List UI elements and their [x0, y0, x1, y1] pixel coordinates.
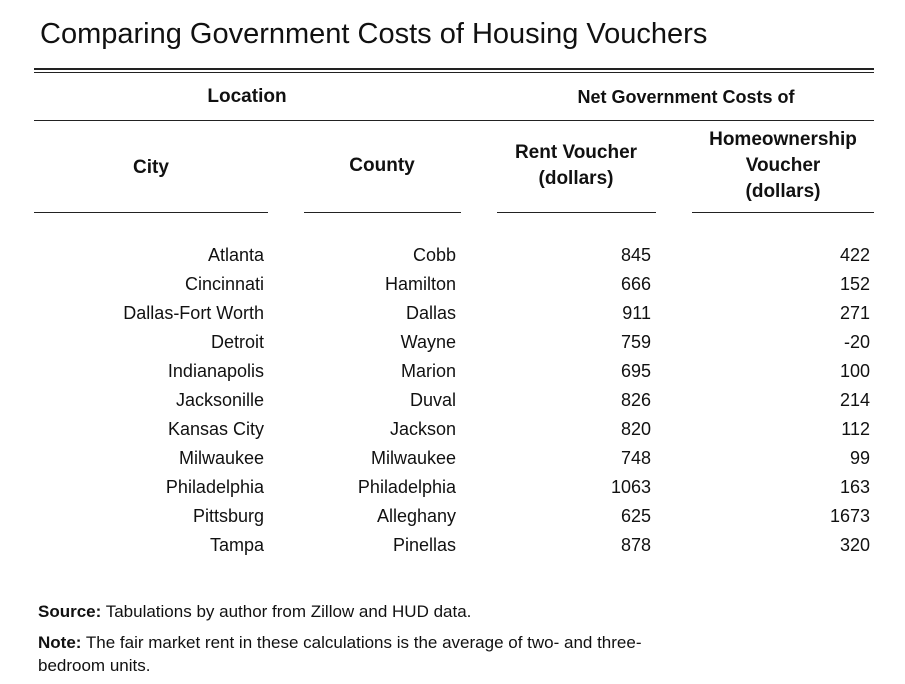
- page-title: Comparing Government Costs of Housing Vo…: [40, 18, 708, 50]
- county-column-header: County: [349, 155, 415, 176]
- city-column-header: City: [133, 157, 169, 178]
- city-cell: Cincinnati: [184, 274, 264, 294]
- city-header-underline: [34, 212, 268, 213]
- top-rule: [34, 68, 874, 70]
- top-rule-secondary: [34, 72, 874, 73]
- city-cell: Kansas City: [167, 419, 264, 439]
- county-cell: Pinellas: [392, 535, 456, 555]
- rent-header-underline: [497, 212, 656, 213]
- city-cell: Pittsburg: [192, 506, 264, 526]
- homeownership-voucher-cell: 112: [841, 419, 870, 439]
- county-header-underline: [304, 212, 461, 213]
- homeownership-voucher-column-header: Homeownership Voucher (dollars): [683, 127, 883, 205]
- homeownership-voucher-cell: 163: [839, 477, 870, 497]
- note-text: The fair market rent in these calculatio…: [38, 633, 642, 675]
- rent-voucher-cell: 759: [620, 332, 651, 352]
- table-row: Dallas-Fort Worth Dallas 911 271: [0, 301, 905, 330]
- table-row: Pittsburg Alleghany 625 1673: [0, 504, 905, 533]
- homeownership-voucher-cell: 320: [839, 535, 870, 555]
- group-header-rule: [34, 120, 874, 121]
- homeownership-voucher-cell: 271: [839, 303, 870, 323]
- table-row: Kansas City Jackson 820 112: [0, 417, 905, 446]
- county-cell: Hamilton: [384, 274, 456, 294]
- rent-voucher-cell: 695: [620, 361, 651, 381]
- homeownership-voucher-cell: 100: [839, 361, 870, 381]
- county-cell: Marion: [400, 361, 456, 381]
- homeownership-voucher-cell: 99: [849, 448, 870, 468]
- table-row: Atlanta Cobb 845 422: [0, 243, 905, 272]
- note-label: Note:: [38, 633, 82, 652]
- city-cell: Dallas-Fort Worth: [123, 303, 264, 323]
- city-cell: Detroit: [210, 332, 264, 352]
- homeownership-voucher-cell: 422: [839, 245, 870, 265]
- table-row: Philadelphia Philadelphia 1063 163: [0, 475, 905, 504]
- city-cell: Philadelphia: [165, 477, 264, 497]
- city-cell: Indianapolis: [167, 361, 264, 381]
- source-note: Source: Tabulations by author from Zillo…: [38, 600, 698, 623]
- rent-voucher-cell: 826: [620, 390, 651, 410]
- rent-voucher-cell: 666: [620, 274, 651, 294]
- rent-voucher-header-line1: Rent Voucher: [514, 142, 638, 163]
- city-cell: Atlanta: [207, 245, 264, 265]
- table-row: Detroit Wayne 759 -20: [0, 330, 905, 359]
- city-cell: Tampa: [209, 535, 264, 555]
- net-costs-group-header: Net Government Costs of: [577, 87, 795, 107]
- rent-voucher-cell: 820: [620, 419, 651, 439]
- footnote: Note: The fair market rent in these calc…: [38, 631, 698, 677]
- home-voucher-header-line1: Homeownership: [709, 129, 857, 150]
- county-cell: Wayne: [400, 332, 456, 352]
- county-cell: Duval: [409, 390, 456, 410]
- homeownership-voucher-cell: 1673: [829, 506, 870, 526]
- county-cell: Alleghany: [376, 506, 456, 526]
- rent-voucher-cell: 748: [620, 448, 651, 468]
- rent-voucher-cell: 845: [620, 245, 651, 265]
- table-row: Cincinnati Hamilton 666 152: [0, 272, 905, 301]
- city-cell: Jacksonille: [175, 390, 264, 410]
- county-cell: Dallas: [405, 303, 456, 323]
- location-group-header: Location: [207, 86, 287, 107]
- home-voucher-header-line2: Voucher: [745, 155, 821, 176]
- source-label: Source:: [38, 602, 102, 621]
- county-cell: Philadelphia: [357, 477, 456, 497]
- table-row: Jacksonille Duval 826 214: [0, 388, 905, 417]
- county-cell: Milwaukee: [370, 448, 456, 468]
- table-row: Indianapolis Marion 695 100: [0, 359, 905, 388]
- homeownership-voucher-cell: 152: [839, 274, 870, 294]
- source-text: Tabulations by author from Zillow and HU…: [101, 602, 472, 621]
- rent-voucher-cell: 911: [622, 303, 651, 323]
- table-row: Milwaukee Milwaukee 748 99: [0, 446, 905, 475]
- rent-voucher-cell: 1063: [610, 477, 651, 497]
- homeownership-voucher-cell: -20: [843, 332, 870, 352]
- home-voucher-header-line3: (dollars): [745, 181, 821, 202]
- homeownership-voucher-cell: 214: [839, 390, 870, 410]
- home-header-underline: [692, 212, 874, 213]
- rent-voucher-column-header: Rent Voucher (dollars): [486, 140, 666, 192]
- table-row: Tampa Pinellas 878 320: [0, 533, 905, 562]
- rent-voucher-header-line2: (dollars): [538, 168, 614, 189]
- rent-voucher-cell: 878: [620, 535, 651, 555]
- county-cell: Cobb: [412, 245, 456, 265]
- county-cell: Jackson: [389, 419, 456, 439]
- city-cell: Milwaukee: [178, 448, 264, 468]
- rent-voucher-cell: 625: [620, 506, 651, 526]
